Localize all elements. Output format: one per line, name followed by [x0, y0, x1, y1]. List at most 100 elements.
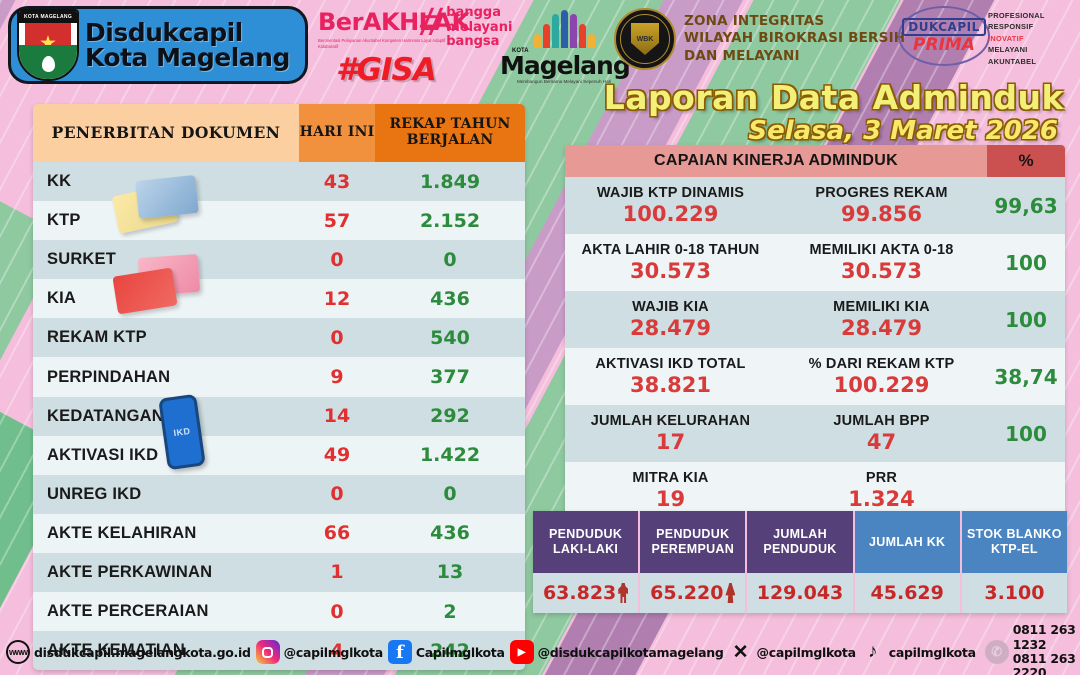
column-header-today: HARI INI [299, 104, 375, 162]
population-value-cell: 3.100 [961, 573, 1068, 613]
row-today-value: 1 [330, 561, 344, 584]
column-header-document-label: PENERBITAN DOKUMEN [51, 123, 281, 143]
performance-row: WAJIB KIA 28.479 MEMILIKI KIA 28.479 100 [565, 291, 1065, 348]
prima-label: PRIMA [913, 35, 975, 55]
bangga-line1: bangga [446, 5, 501, 20]
footer-instagram[interactable]: @capilmglkota [255, 640, 383, 664]
footer-contact-bar: www disdukcapil.magelangkota.go.id @capi… [0, 623, 1080, 675]
performance-right-value: 1.324 [848, 487, 915, 512]
bangga-melayani-bangsa-logo: # bangga melayani bangsa [415, 0, 530, 50]
performance-table: CAPAIAN KINERJA ADMINDUK % WAJIB KTP DIN… [565, 145, 1065, 519]
population-column-header: STOK BLANKO KTP-EL [961, 511, 1068, 573]
performance-right-value: 47 [866, 430, 897, 455]
magelang-tagline: Membangun Bersama Melayani Sepenuh Hati [517, 78, 611, 84]
population-value-cell: 45.629 [854, 573, 962, 613]
table-row: KIA 12 436 [33, 279, 525, 319]
population-value-row: 63.823 65.220 129.043 45.629 3.100 [533, 573, 1068, 613]
performance-title: CAPAIAN KINERJA ADMINDUK [565, 145, 987, 177]
row-label: KK [47, 172, 72, 191]
population-column-header: JUMLAH PENDUDUK [747, 511, 855, 573]
performance-right-label: JUMLAH BPP [833, 412, 930, 429]
row-year-value: 1.849 [419, 170, 481, 193]
population-value-cell: 65.220 [640, 573, 748, 613]
population-column-header: PENDUDUK PEREMPUAN [640, 511, 748, 573]
population-value: 3.100 [984, 582, 1045, 604]
row-year-value: 13 [436, 561, 464, 584]
performance-right-label: PROGRES REKAM [815, 184, 948, 201]
table-row: REKAM KTP 0 540 [33, 318, 525, 358]
youtube-icon: ▶ [509, 640, 534, 664]
performance-percent-value: 100 [1005, 421, 1047, 446]
row-today-value: 14 [323, 405, 351, 428]
table-row: KEDATANGAN 14 292 [33, 396, 525, 436]
magelang-kota-label: KOTA [512, 48, 529, 54]
footer-website[interactable]: www disdukcapil.magelangkota.go.id [6, 640, 251, 664]
performance-left-label: JUMLAH KELURAHAN [590, 412, 751, 429]
footer-x-twitter[interactable]: ✕ @capilmglkota [729, 640, 856, 664]
performance-row: JUMLAH KELURAHAN 17 JUMLAH BPP 47 100 [565, 405, 1065, 462]
row-label: PERPINDAHAN [47, 367, 171, 386]
prima-value: AKUNTABEL [988, 56, 1037, 66]
performance-percent-value: 100 [1005, 307, 1047, 332]
row-year-value: 436 [430, 522, 470, 545]
zi-line1: ZONA INTEGRITAS [684, 13, 825, 30]
performance-left-label: AKTA LAHIR 0-18 TAHUN [581, 241, 760, 258]
female-figure-icon [725, 583, 736, 603]
performance-right-cell: MEMILIKI KIA 28.479 [776, 294, 987, 346]
globe-icon: www [6, 640, 30, 664]
performance-left-value: 30.573 [629, 259, 712, 284]
performance-left-label: WAJIB KTP DINAMIS [596, 184, 745, 201]
row-today-value: 9 [330, 366, 344, 389]
performance-left-cell: AKTA LAHIR 0-18 TAHUN 30.573 [565, 237, 776, 289]
performance-row: AKTIVASI IKD TOTAL 38.821 % DARI REKAM K… [565, 348, 1065, 405]
row-label: REKAM KTP [47, 328, 147, 347]
column-header-year: REKAP TAHUN BERJALAN [375, 104, 525, 162]
performance-right-value: 30.573 [840, 259, 923, 284]
table-row: KTP 57 2.152 [33, 201, 525, 241]
performance-right-value: 28.479 [840, 316, 923, 341]
tiktok-icon: ♪ [867, 641, 878, 662]
performance-percent-value: 38,74 [994, 364, 1058, 389]
footer-youtube-label: @disdukcapilkotamagelang [537, 644, 724, 660]
table-row: AKTE PERCERAIAN 0 2 [33, 592, 525, 632]
performance-left-value: 17 [655, 430, 686, 455]
performance-right-value: 99.856 [840, 202, 923, 227]
performance-right-cell: PRR 1.324 [776, 465, 987, 517]
performance-left-label: AKTIVASI IKD TOTAL [595, 355, 746, 372]
row-today-value: 0 [330, 600, 344, 623]
dukcapil-ring: DUKCAPIL PRIMA [898, 6, 990, 66]
bangga-text: bangga melayani bangsa [446, 5, 512, 50]
x-twitter-icon: ✕ [732, 641, 749, 663]
row-today-value: 12 [323, 287, 351, 310]
performance-row: WAJIB KTP DINAMIS 100.229 PROGRES REKAM … [565, 177, 1065, 234]
row-today-value: 49 [323, 444, 351, 467]
row-label: KIA [47, 289, 77, 308]
table-row: AKTE KELAHIRAN 66 436 [33, 513, 525, 553]
berakhlak-logo: BerAKHLAK Berorientasi Pelayanan Akuntab… [318, 8, 470, 51]
footer-youtube[interactable]: ▶ @disdukcapilkotamagelang [509, 640, 724, 664]
berakhlak-title: BerAKHLAK [318, 8, 470, 36]
population-summary-table: PENDUDUK LAKI-LAKI PENDUDUK PEREMPUAN JU… [533, 511, 1068, 613]
dukcapil-prima-logo: DUKCAPIL PRIMA [898, 6, 990, 66]
document-issuance-table: PENERBITAN DOKUMEN HARI INI REKAP TAHUN … [33, 104, 525, 671]
performance-left-value: 28.479 [629, 316, 712, 341]
row-year-value: 1.422 [419, 444, 481, 467]
footer-tiktok[interactable]: ♪ capilmglkota [861, 640, 976, 664]
performance-left-cell: WAJIB KIA 28.479 [565, 294, 776, 346]
facebook-icon: f [387, 640, 412, 664]
performance-percent-header: % [987, 145, 1065, 177]
bangga-line3: bangsa [446, 34, 500, 50]
table-header-row: PENERBITAN DOKUMEN HARI INI REKAP TAHUN … [33, 104, 525, 162]
row-label: KTP [47, 211, 81, 230]
whatsapp-icon: ✆ [984, 640, 1009, 664]
wbk-seal-ring [620, 14, 670, 64]
footer-facebook[interactable]: f Capilmglkota [387, 640, 505, 664]
magelang-name: Magelang [500, 51, 631, 80]
row-year-value: 0 [443, 248, 457, 271]
dukcapil-label: DUKCAPIL [902, 18, 986, 36]
performance-header-row: CAPAIAN KINERJA ADMINDUK % [565, 145, 1065, 177]
column-header-today-label: HARI INI [299, 124, 375, 141]
column-header-document: PENERBITAN DOKUMEN [33, 104, 299, 162]
row-today-value: 43 [323, 170, 351, 193]
footer-whatsapp[interactable]: ✆ 0811 263 1232 0811 263 2220 [984, 623, 1080, 675]
